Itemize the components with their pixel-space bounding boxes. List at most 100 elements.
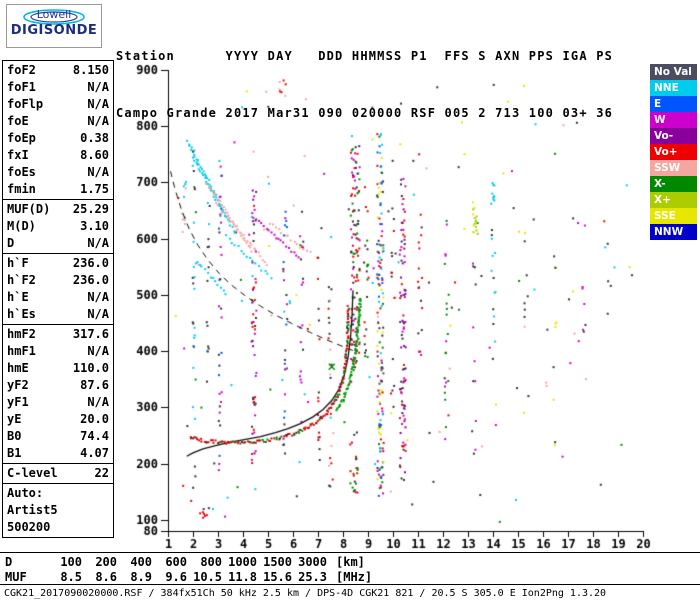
- station-header: Station YYYY DAY DDD HHMMSS P1 FFS S AXN…: [116, 9, 613, 161]
- param-row: D N/A: [3, 235, 113, 252]
- distance-unit: [km]: [336, 555, 365, 569]
- legend-item: X-: [650, 176, 697, 192]
- legend-item-label: Vo-: [654, 130, 674, 142]
- legend-item-label: No Val: [654, 66, 692, 78]
- distance-value: 1000: [228, 555, 257, 569]
- param-label: h`F: [7, 256, 29, 270]
- param-row: foF2 8.150: [3, 62, 113, 79]
- header-fields-row: Station YYYY DAY DDD HHMMSS P1 FFS S AXN…: [116, 49, 614, 63]
- legend-item: E: [650, 96, 697, 112]
- distance-value: 800: [200, 555, 222, 569]
- footer-status-line: CGK21_2017090020000.RSF / 384fx51Ch 50 k…: [4, 588, 607, 599]
- param-row: yF1 N/A: [3, 394, 113, 411]
- param-value: 20.0: [80, 412, 109, 426]
- param-value: 1.75: [80, 182, 109, 196]
- param-row: B1 4.07: [3, 445, 113, 462]
- param-value: 317.6: [72, 327, 109, 341]
- legend-item-label: W: [654, 114, 666, 126]
- direction-legend: No Val NNE E W Vo- Vo+ SSW X- X+ SSE NNW: [650, 64, 697, 240]
- legend-item: SSE: [650, 208, 697, 224]
- logo-lowell-text: Lowell: [36, 8, 72, 21]
- param-label: foF1: [7, 80, 36, 94]
- software-row: Artist5: [3, 502, 113, 519]
- param-row: fxI 8.60: [3, 147, 113, 164]
- param-value: 4.07: [80, 446, 109, 460]
- legend-item-label: NNW: [654, 226, 684, 238]
- param-value: 236.0: [72, 273, 109, 287]
- param-label: foF2: [7, 63, 36, 77]
- param-value: N/A: [87, 236, 109, 250]
- distance-value: 1500: [263, 555, 292, 569]
- param-value: 110.0: [72, 361, 109, 375]
- legend-item-label: SSE: [654, 210, 676, 222]
- param-row: h`E N/A: [3, 289, 113, 306]
- param-label: yF2: [7, 378, 29, 392]
- param-label: fmin: [7, 182, 36, 196]
- param-group-muf: MUF(D) 25.29 M(D) 3.10 D N/A: [3, 200, 113, 254]
- param-row: h`F2 236.0: [3, 272, 113, 289]
- legend-item: No Val: [650, 64, 697, 80]
- muf-unit: [MHz]: [336, 570, 373, 584]
- legend-item: Vo+: [650, 144, 697, 160]
- param-row: hmE 110.0: [3, 360, 113, 377]
- param-value: N/A: [87, 80, 109, 94]
- param-row: foF1 N/A: [3, 79, 113, 96]
- param-label: h`E: [7, 290, 29, 304]
- param-value: 8.150: [72, 63, 109, 77]
- param-value: 22: [94, 466, 109, 480]
- param-label: hmE: [7, 361, 29, 375]
- param-label: foFlp: [7, 97, 44, 111]
- param-label: foEp: [7, 131, 36, 145]
- param-value: 25.29: [72, 202, 109, 216]
- logo-swoosh-icon: [23, 9, 85, 25]
- parameter-panel: foF2 8.150 foF1 N/A foFlp N/A foE N/A fo…: [2, 60, 114, 538]
- param-row: fmin 1.75: [3, 181, 113, 198]
- param-row: foEs N/A: [3, 164, 113, 181]
- legend-item-label: NNE: [654, 82, 679, 94]
- param-value: N/A: [87, 395, 109, 409]
- software-label: 500200: [7, 520, 51, 534]
- muf-value: 8.9: [130, 570, 152, 584]
- param-value: N/A: [87, 307, 109, 321]
- legend-item: SSW: [650, 160, 697, 176]
- param-row: M(D) 3.10: [3, 218, 113, 235]
- param-row: h`Es N/A: [3, 306, 113, 323]
- param-label: C-level: [7, 466, 58, 480]
- param-label: foEs: [7, 165, 36, 179]
- digisonde-logo: Lowell DIGISONDE: [6, 4, 102, 48]
- separator-line-bottom: [0, 584, 700, 585]
- param-label: foE: [7, 114, 29, 128]
- legend-item-label: X-: [654, 178, 666, 190]
- param-group-heights: h`F 236.0 h`F2 236.0 h`E N/A h`Es N/A: [3, 254, 113, 325]
- param-value: N/A: [87, 290, 109, 304]
- param-row: yE 20.0: [3, 411, 113, 428]
- muf-value: 8.6: [95, 570, 117, 584]
- param-value: 236.0: [72, 256, 109, 270]
- distance-value: 400: [130, 555, 152, 569]
- param-value: N/A: [87, 165, 109, 179]
- param-label: B1: [7, 446, 22, 460]
- param-group-software: Auto: Artist5 500200: [3, 484, 113, 537]
- param-group-confidence: C-level 22: [3, 464, 113, 484]
- muf-row-label: MUF: [5, 570, 27, 584]
- param-row: C-level 22: [3, 465, 113, 482]
- param-label: yE: [7, 412, 22, 426]
- muf-value: 10.5: [193, 570, 222, 584]
- distance-value: 100: [60, 555, 82, 569]
- param-label: B0: [7, 429, 22, 443]
- param-value: 8.60: [80, 148, 109, 162]
- param-value: 87.6: [80, 378, 109, 392]
- muf-distance-table: D 100 200 400 600 800 1000 1500 3000 [km] MUF 8…: [5, 555, 372, 585]
- param-row: yF2 87.6: [3, 377, 113, 394]
- logo-digisonde-text: DIGISONDE: [10, 23, 98, 38]
- param-group-profile: hmF2 317.6 hmF1 N/A hmE 110.0 yF2 87.6 y…: [3, 325, 113, 464]
- param-label: fxI: [7, 148, 29, 162]
- legend-item-label: SSW: [654, 162, 681, 174]
- param-label: D: [7, 236, 15, 250]
- param-row: foE N/A: [3, 113, 113, 130]
- software-row: Auto:: [3, 485, 113, 502]
- param-group-frequencies: foF2 8.150 foF1 N/A foFlp N/A foE N/A fo…: [3, 61, 113, 200]
- muf-row: MUF 8.5 8.6 8.9 9.6 10.5 11.8 15.6 25.3 [MHz]: [5, 570, 372, 585]
- legend-item: W: [650, 112, 697, 128]
- muf-value: 9.6: [165, 570, 187, 584]
